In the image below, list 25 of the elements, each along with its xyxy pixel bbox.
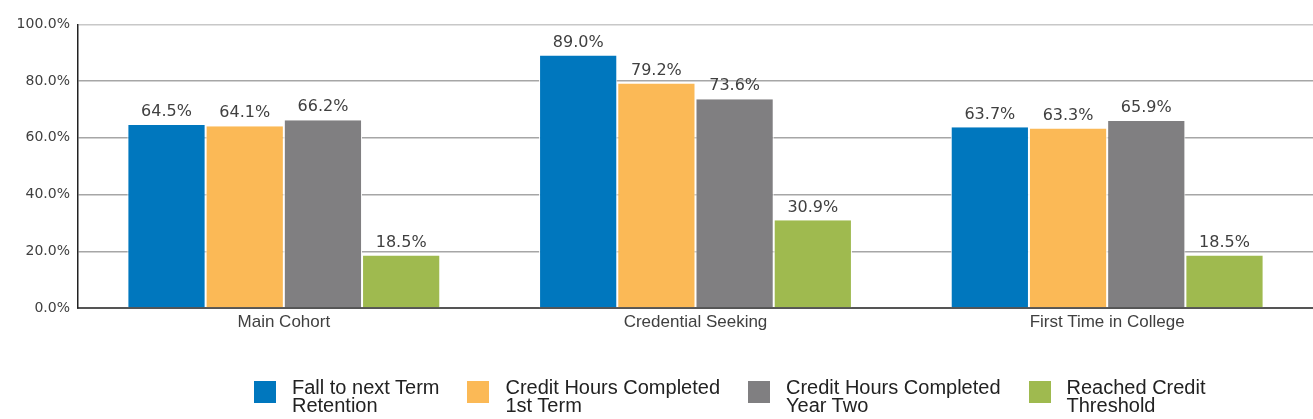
x-tick-label: Main Cohort [237,311,331,331]
y-tick-label: 0.0% [34,298,70,315]
data-label: 63.3% [1042,104,1094,124]
data-label: 30.9% [787,196,839,216]
legend-label: Credit Hours Completed 1st Term [505,376,720,416]
data-label: 63.7% [964,103,1016,123]
y-tick-label: 80.0% [25,71,70,88]
y-tick-label: 40.0% [25,185,70,202]
y-tick-label: 100.0% [16,15,70,32]
data-label: 79.2% [630,59,682,79]
y-tick-label: 60.0% [25,128,70,145]
legend-label: Credit Hours Completed Year Two [786,376,1001,416]
x-tick-label: First Time in College [1029,311,1185,331]
data-label: 73.6% [709,75,761,95]
y-tick-label: 20.0% [25,241,70,258]
data-label: 18.5% [375,231,427,251]
data-label: 64.5% [141,101,192,121]
data-label: 65.9% [1120,97,1172,117]
data-label: 89.0% [552,31,604,51]
data-label: 18.5% [1199,231,1250,251]
data-label: 64.1% [219,102,271,122]
x-tick-label: Credential Seeking [623,311,768,331]
data-label: 66.2% [297,96,349,116]
legend-label: Reached Credit Threshold [1066,376,1206,416]
legend-label: Fall to next Term Retention [292,376,440,416]
